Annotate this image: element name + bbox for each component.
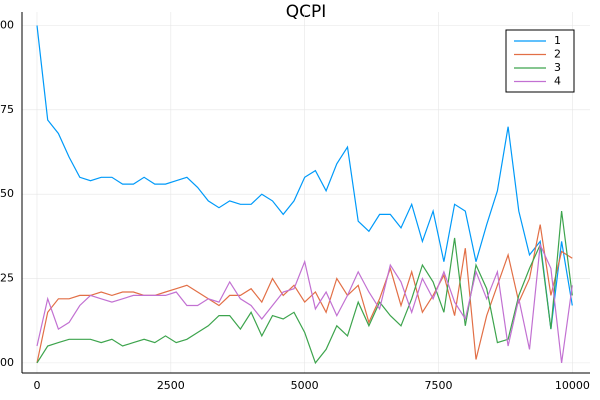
x-tick-label: 5000 xyxy=(291,379,319,392)
y-tick-label: 0.25 xyxy=(0,272,14,285)
series-line xyxy=(36,242,573,363)
series-line xyxy=(36,224,573,364)
legend-box xyxy=(505,29,575,93)
legend-label: 2 xyxy=(554,48,561,61)
y-tick-label: 0.75 xyxy=(0,103,14,116)
series-line xyxy=(36,211,573,365)
x-tick-label: 0 xyxy=(33,379,40,392)
x-tick-label: 10000 xyxy=(555,379,590,392)
y-tick-label: 1.00 xyxy=(0,18,14,31)
series-line xyxy=(36,25,573,330)
legend-label: 3 xyxy=(554,61,561,74)
legend-label: 1 xyxy=(554,34,561,47)
chart-title: QCPI xyxy=(286,2,327,22)
x-tick-label: 7500 xyxy=(424,379,452,392)
y-tick-label: 0.50 xyxy=(0,187,14,200)
x-tick-label: 2500 xyxy=(157,379,185,392)
legend-label: 4 xyxy=(554,75,561,88)
y-tick-label: 0.00 xyxy=(0,356,14,369)
